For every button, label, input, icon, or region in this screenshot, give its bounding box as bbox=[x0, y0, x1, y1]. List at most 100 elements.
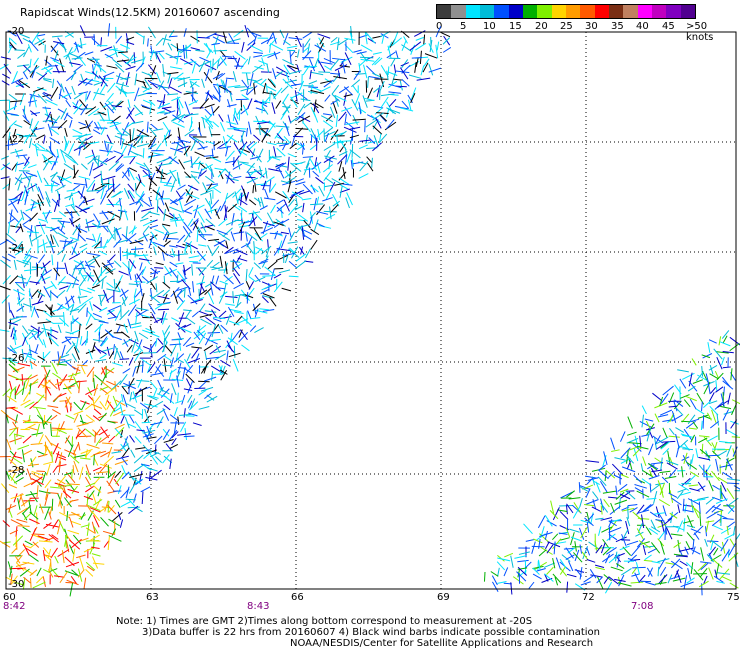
wind-barb bbox=[141, 292, 145, 303]
wind-barb bbox=[15, 526, 18, 537]
wind-barb bbox=[732, 446, 738, 457]
wind-barb bbox=[92, 88, 100, 101]
wind-barb bbox=[31, 31, 40, 44]
wind-barb bbox=[93, 91, 105, 96]
wind-barb bbox=[99, 463, 112, 469]
wind-barb bbox=[115, 154, 124, 163]
wind-barb bbox=[158, 80, 165, 91]
wind-barb bbox=[723, 410, 734, 415]
wind-barb bbox=[219, 170, 224, 180]
wind-barb bbox=[137, 199, 144, 207]
wind-barb bbox=[710, 541, 714, 551]
wind-barb bbox=[685, 541, 691, 550]
wind-barb bbox=[578, 527, 585, 540]
wind-barb bbox=[330, 99, 339, 105]
wind-barb bbox=[716, 513, 728, 520]
wind-barb bbox=[635, 562, 641, 575]
wind-barb bbox=[78, 295, 81, 304]
wind-barb bbox=[262, 309, 275, 312]
wind-barb bbox=[24, 540, 33, 546]
wind-barb bbox=[236, 318, 249, 325]
wind-barb bbox=[114, 400, 122, 410]
x-tick-label: 69 bbox=[437, 592, 450, 603]
wind-barb bbox=[184, 101, 191, 115]
wind-barb bbox=[65, 99, 72, 108]
wind-barb bbox=[240, 130, 245, 143]
wind-barb bbox=[572, 506, 581, 519]
wind-barb bbox=[10, 407, 23, 415]
wind-barb bbox=[567, 547, 576, 554]
wind-barb bbox=[22, 526, 31, 533]
legend-swatch bbox=[565, 5, 581, 18]
wind-barb bbox=[372, 121, 378, 130]
wind-barb bbox=[72, 443, 79, 456]
wind-barb bbox=[9, 38, 17, 45]
wind-barb bbox=[91, 553, 101, 557]
wind-barb bbox=[236, 107, 243, 115]
wind-barb bbox=[546, 544, 554, 554]
wind-barb bbox=[400, 62, 409, 67]
wind-barb bbox=[220, 200, 226, 212]
wind-barb bbox=[316, 210, 329, 215]
wind-barb bbox=[66, 282, 79, 285]
wind-barb bbox=[279, 29, 285, 39]
wind-barb bbox=[198, 244, 207, 247]
wind-barb bbox=[163, 213, 176, 220]
wind-barb bbox=[183, 388, 193, 391]
wind-barb bbox=[106, 380, 120, 388]
wind-barb bbox=[262, 275, 276, 277]
wind-barb bbox=[173, 407, 178, 417]
wind-barb bbox=[54, 451, 60, 463]
wind-barb bbox=[14, 123, 23, 128]
wind-barb bbox=[302, 183, 313, 195]
wind-barb bbox=[190, 139, 197, 152]
wind-barb bbox=[37, 199, 42, 211]
wind-barb bbox=[143, 162, 152, 173]
wind-barb bbox=[247, 98, 253, 109]
wind-barb bbox=[724, 533, 736, 540]
wind-barb bbox=[668, 492, 678, 498]
wind-barb bbox=[288, 227, 292, 238]
wind-barb bbox=[54, 155, 59, 166]
wind-barb bbox=[141, 207, 155, 212]
wind-barb bbox=[294, 205, 303, 211]
wind-barb bbox=[701, 354, 711, 359]
wind-barb bbox=[187, 184, 199, 191]
wind-barb bbox=[313, 219, 319, 232]
wind-barb bbox=[583, 574, 595, 583]
wind-barb bbox=[149, 137, 157, 150]
wind-barb bbox=[538, 549, 547, 557]
wind-barb bbox=[188, 400, 193, 409]
wind-barb bbox=[552, 573, 562, 584]
wind-barb bbox=[28, 329, 39, 333]
wind-barb bbox=[107, 254, 116, 263]
wind-barb bbox=[98, 320, 109, 324]
wind-barb bbox=[675, 407, 684, 416]
wind-barb bbox=[252, 210, 263, 221]
wind-barb bbox=[705, 520, 710, 533]
wind-barb bbox=[24, 156, 30, 167]
wind-barb bbox=[721, 549, 731, 562]
wind-barb bbox=[586, 477, 594, 485]
wind-barb bbox=[115, 281, 121, 289]
wind-barb bbox=[239, 329, 248, 341]
wind-barb bbox=[283, 136, 291, 144]
wind-barb bbox=[648, 443, 654, 456]
wind-barb bbox=[238, 198, 248, 206]
wind-barb bbox=[69, 544, 75, 555]
wind-barb bbox=[57, 275, 66, 286]
wind-barb bbox=[617, 582, 632, 587]
wind-barb bbox=[690, 548, 701, 555]
wind-barb bbox=[113, 45, 118, 58]
wind-barb bbox=[223, 274, 234, 285]
wind-barb bbox=[120, 52, 130, 59]
wind-barb bbox=[606, 547, 617, 555]
wind-barb bbox=[75, 267, 86, 270]
wind-barb bbox=[573, 552, 583, 563]
wind-barb bbox=[50, 113, 54, 127]
wind-barb bbox=[107, 305, 121, 312]
wind-barb bbox=[639, 435, 642, 449]
wind-barb bbox=[44, 369, 51, 380]
wind-barb bbox=[157, 338, 164, 345]
wind-barb bbox=[83, 495, 93, 500]
